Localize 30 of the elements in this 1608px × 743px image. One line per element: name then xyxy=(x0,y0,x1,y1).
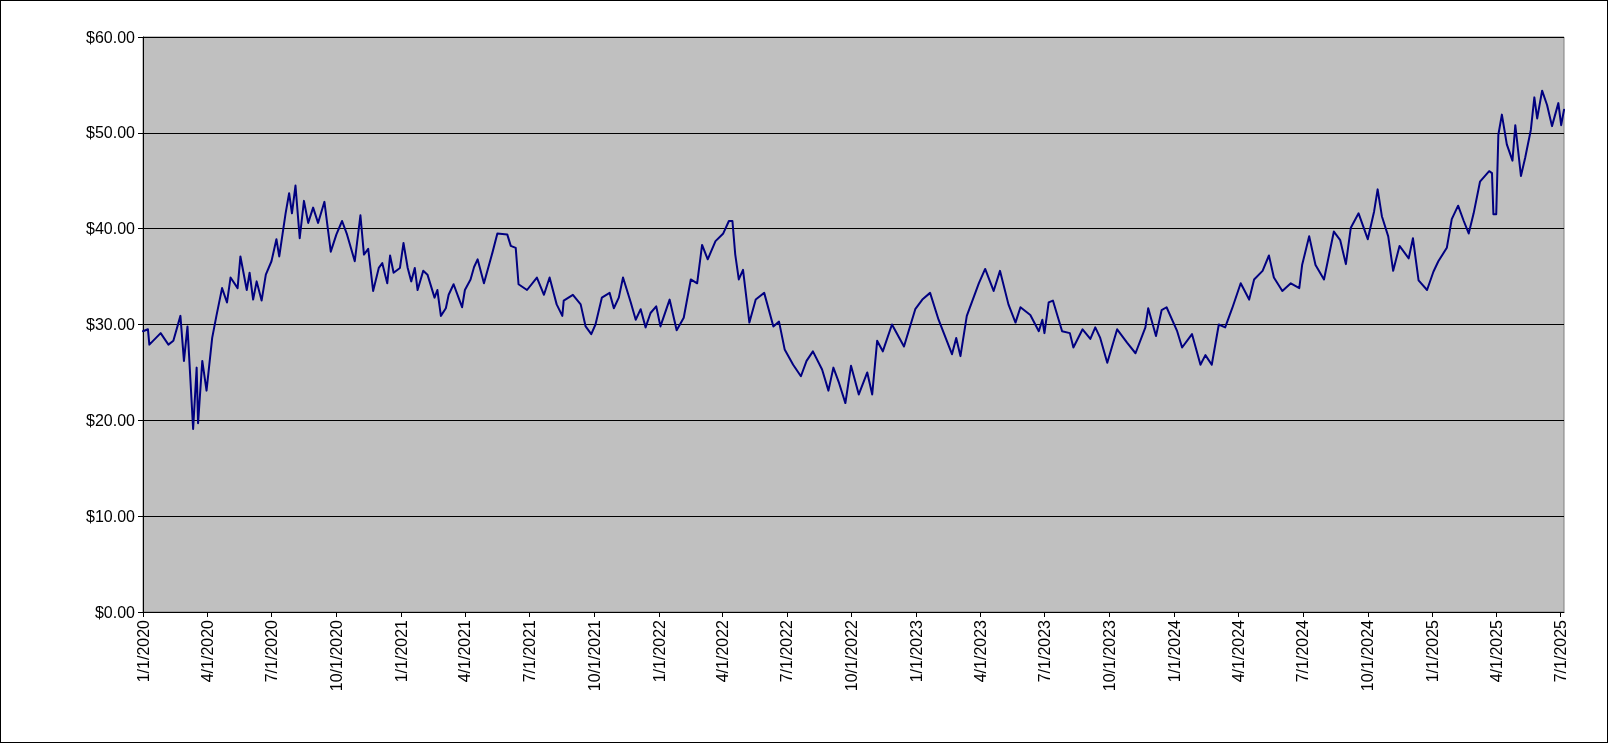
y-tick-label: $60.00 xyxy=(86,28,136,46)
y-tick-label: $40.00 xyxy=(86,220,136,238)
x-tick-label: 10/1/2022 xyxy=(843,619,861,692)
x-tick-label: 7/1/2021 xyxy=(520,619,538,683)
x-tick-label: 10/1/2021 xyxy=(585,619,603,692)
x-tick-label: 1/1/2022 xyxy=(650,619,668,683)
x-tick-label: 1/1/2023 xyxy=(908,619,926,683)
y-tick-label: $10.00 xyxy=(86,507,136,525)
x-tick-label: 4/1/2020 xyxy=(198,619,216,683)
x-tick-label: 7/1/2024 xyxy=(1294,619,1312,683)
x-tick-label: 7/1/2020 xyxy=(262,619,280,683)
y-tick-label: $20.00 xyxy=(86,411,136,429)
y-tick-label: $0.00 xyxy=(94,603,136,621)
x-tick-label: 7/1/2025 xyxy=(1551,619,1569,683)
x-tick-label: 4/1/2025 xyxy=(1487,619,1505,683)
y-tick-label: $50.00 xyxy=(86,124,136,142)
y-tick-label: $30.00 xyxy=(86,316,136,333)
x-tick-label: 1/1/2024 xyxy=(1165,619,1183,683)
x-tick-label: 1/1/2025 xyxy=(1424,619,1442,683)
x-tick-label: 10/1/2023 xyxy=(1100,619,1118,692)
x-tick-label: 7/1/2023 xyxy=(1035,619,1053,683)
x-tick-label: 4/1/2022 xyxy=(714,619,732,683)
x-tick-label: 1/1/2020 xyxy=(134,619,152,683)
x-tick-label: 4/1/2021 xyxy=(456,619,474,683)
x-tick-label: 4/1/2023 xyxy=(971,619,989,683)
x-tick-label: 7/1/2022 xyxy=(778,619,796,683)
x-tick-label: 10/1/2024 xyxy=(1359,619,1377,692)
x-tick-label: 4/1/2024 xyxy=(1230,619,1248,683)
x-tick-label: 1/1/2021 xyxy=(392,619,410,683)
x-tick-label: 10/1/2020 xyxy=(327,619,345,692)
